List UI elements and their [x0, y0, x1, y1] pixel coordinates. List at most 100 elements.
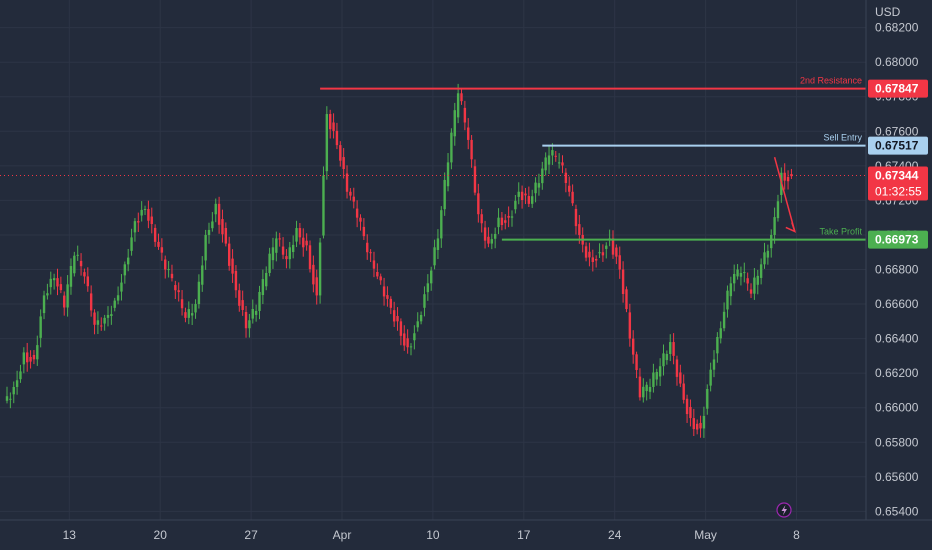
- candle-body: [682, 383, 685, 400]
- candle-body: [153, 227, 157, 242]
- candle-body: [295, 228, 298, 242]
- candle-body: [228, 243, 231, 266]
- candle-body: [652, 372, 655, 387]
- candle-body: [318, 242, 322, 296]
- candle-body: [116, 295, 120, 301]
- candle-body: [89, 293, 93, 311]
- candle-body: [490, 239, 493, 244]
- candle-body: [49, 278, 52, 288]
- candle-body: [349, 191, 352, 196]
- candle-body: [157, 241, 160, 247]
- level-label: Take Profit: [819, 227, 862, 237]
- candle-body: [184, 312, 187, 318]
- candle-body: [766, 250, 770, 258]
- price-tick-label: 0.66400: [875, 332, 919, 346]
- candle-body: [96, 320, 100, 325]
- candle-body: [621, 269, 625, 295]
- candle-body: [584, 246, 588, 258]
- candle-body: [376, 272, 379, 277]
- candle-body: [642, 386, 645, 398]
- candle-body: [638, 376, 642, 398]
- candle-body: [251, 308, 254, 319]
- time-tick-label: 17: [517, 528, 531, 542]
- candle-body: [531, 196, 534, 204]
- candle-body: [773, 217, 776, 235]
- candle-body: [26, 352, 29, 363]
- candle-body: [140, 209, 143, 216]
- candle-body: [15, 380, 19, 387]
- candle-body: [524, 193, 527, 196]
- candle-body: [342, 157, 345, 170]
- price-badges: 0.67847 0.67517 0.66973 0.67344 01:32:55: [868, 79, 928, 249]
- candle-body: [362, 226, 366, 237]
- level-label: 2nd Resistance: [800, 76, 862, 86]
- candle-body: [403, 333, 406, 346]
- candle-body: [487, 236, 490, 244]
- candle-body: [453, 110, 456, 137]
- candle-body: [537, 183, 541, 188]
- candle-body: [113, 300, 116, 308]
- candle-body: [591, 257, 594, 263]
- candle-body: [719, 328, 722, 339]
- candle-body: [22, 352, 26, 365]
- candle-body: [658, 366, 662, 377]
- candle-body: [12, 386, 15, 395]
- candle-body: [763, 252, 766, 265]
- candle-body: [685, 398, 689, 415]
- time-tick-label: 10: [426, 528, 440, 542]
- candle-body: [712, 359, 716, 370]
- level-price-badge-text: 0.67517: [875, 139, 919, 153]
- candle-body: [406, 338, 409, 348]
- candle-body: [635, 354, 638, 371]
- candle-body: [271, 247, 275, 261]
- candle-body: [167, 269, 170, 271]
- candle-body: [736, 269, 739, 277]
- candle-body: [224, 227, 228, 244]
- candle-body: [39, 316, 42, 338]
- candle-body: [514, 200, 517, 210]
- candle-body: [561, 162, 564, 166]
- candle-body: [275, 238, 278, 253]
- candle-body: [450, 132, 453, 163]
- candle-body: [288, 247, 291, 260]
- candle-body: [86, 276, 89, 287]
- candle-body: [443, 179, 446, 210]
- candle-body: [238, 290, 241, 306]
- candle-body: [56, 278, 59, 287]
- candle-body: [423, 294, 426, 308]
- candle-body: [662, 353, 665, 367]
- time-tick-label: 13: [63, 528, 77, 542]
- candle-body: [477, 193, 480, 215]
- candle-body: [244, 312, 248, 329]
- candle-body: [733, 274, 736, 284]
- time-axis[interactable]: 13 20 27 Apr 10 17 24 May 8: [63, 528, 801, 542]
- candle-body: [601, 252, 605, 256]
- candle-body: [79, 260, 83, 267]
- candle-body: [541, 168, 544, 184]
- candle-body: [177, 290, 180, 293]
- price-tick-label: 0.67600: [875, 124, 919, 138]
- candle-body: [722, 311, 726, 329]
- candle-body: [692, 418, 695, 430]
- candle-body: [790, 174, 793, 177]
- flash-icon[interactable]: [776, 502, 792, 518]
- candle-body: [399, 321, 403, 336]
- candle-body: [32, 354, 36, 360]
- candle-body: [254, 310, 258, 315]
- candle-body: [123, 264, 127, 276]
- projection-arrow-line: [773, 157, 796, 232]
- candle-body: [59, 284, 63, 291]
- candle-body: [234, 270, 238, 291]
- candle-body: [268, 253, 271, 273]
- candle-body: [460, 93, 463, 102]
- candle-body: [436, 238, 440, 250]
- level-price-badge: [868, 79, 928, 98]
- candle-body: [497, 217, 500, 228]
- candle-body: [265, 272, 268, 287]
- candle-body: [571, 191, 574, 204]
- candle-body: [776, 201, 780, 219]
- time-tick-label: 8: [793, 528, 800, 542]
- candle-body: [598, 252, 601, 254]
